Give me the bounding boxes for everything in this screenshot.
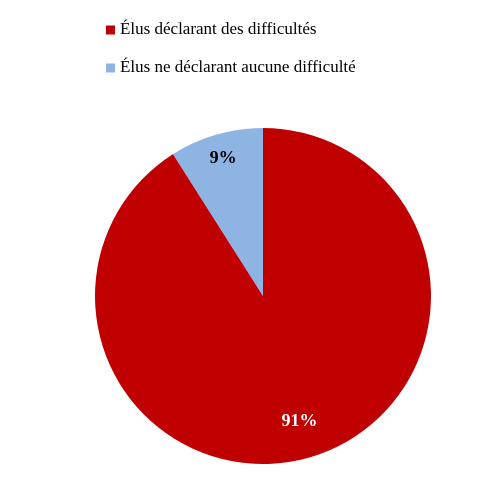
legend-label: Élus ne déclarant aucune difficulté bbox=[120, 57, 356, 76]
legend-swatch bbox=[106, 63, 115, 73]
pie-slice bbox=[172, 128, 263, 296]
legend-swatch bbox=[106, 25, 115, 35]
legend-label: Élus déclarant des difficultés bbox=[120, 19, 317, 38]
value-label: 91% bbox=[282, 410, 318, 430]
value-label: 9% bbox=[210, 147, 237, 167]
